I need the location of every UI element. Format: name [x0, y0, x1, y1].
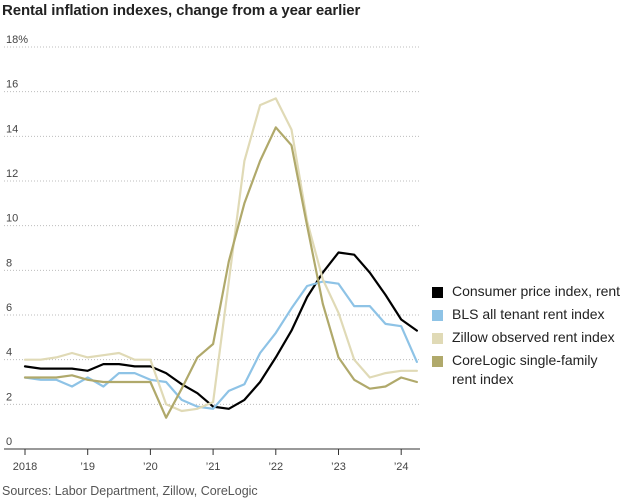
- legend-swatch-zillow: [432, 333, 443, 344]
- legend: Consumer price index, rent BLS all tenan…: [432, 282, 620, 393]
- legend-label-zillow: Zillow observed rent index: [452, 329, 615, 345]
- x-tick-label: ’23: [331, 461, 346, 473]
- y-axis-tick-labels: 0 2 4 6 8 10 12 14 16 18%: [6, 34, 28, 448]
- y-tick-label: 18%: [6, 34, 28, 46]
- series-line-corelogic-single-family-rent-index: [23, 126, 418, 419]
- y-tick-label: 6: [6, 302, 12, 314]
- x-tick-label: ’24: [394, 461, 409, 473]
- gridlines: [4, 46, 420, 405]
- series-line-consumer-price-index-rent: [23, 251, 418, 410]
- y-tick-label: 8: [6, 257, 12, 269]
- y-tick-label: 10: [6, 213, 18, 225]
- legend-swatch-bls-all-tenant: [432, 310, 443, 321]
- legend-item-cpi-rent[interactable]: Consumer price index, rent: [432, 282, 620, 301]
- y-tick-label: 14: [6, 123, 18, 135]
- x-tick-label: ’20: [143, 461, 158, 473]
- series-line-zillow-observed-rent-index: [23, 97, 418, 413]
- y-tick-label: 4: [6, 347, 12, 359]
- x-tick-label: ’19: [80, 461, 95, 473]
- y-tick-label: 0: [6, 436, 12, 448]
- legend-label-bls-all-tenant: BLS all tenant rent index: [452, 306, 605, 322]
- legend-item-bls-all-tenant[interactable]: BLS all tenant rent index: [432, 305, 620, 324]
- legend-item-corelogic[interactable]: CoreLogic single-family rent index: [432, 351, 620, 389]
- series-line-bls-all-tenant-rent-index: [23, 280, 418, 410]
- x-axis: [4, 448, 420, 455]
- x-tick-label: ’22: [268, 461, 283, 473]
- series-lines: [23, 97, 418, 419]
- legend-swatch-corelogic: [432, 356, 443, 367]
- chart-title: Rental inflation indexes, change from a …: [2, 2, 361, 19]
- source-note: Sources: Labor Department, Zillow, CoreL…: [2, 484, 258, 498]
- x-tick-label: ’21: [206, 461, 221, 473]
- legend-label-cpi-rent: Consumer price index, rent: [452, 283, 620, 299]
- y-tick-label: 2: [6, 391, 12, 403]
- legend-swatch-cpi-rent: [432, 287, 443, 298]
- x-axis-tick-labels: 2018 ’19 ’20 ’21 ’22 ’23 ’24: [13, 461, 409, 473]
- x-tick-label: 2018: [13, 461, 37, 473]
- legend-label-corelogic: CoreLogic single-family rent index: [452, 352, 598, 387]
- y-tick-label: 12: [6, 168, 18, 180]
- y-tick-label: 16: [6, 79, 18, 91]
- legend-item-zillow[interactable]: Zillow observed rent index: [432, 328, 620, 347]
